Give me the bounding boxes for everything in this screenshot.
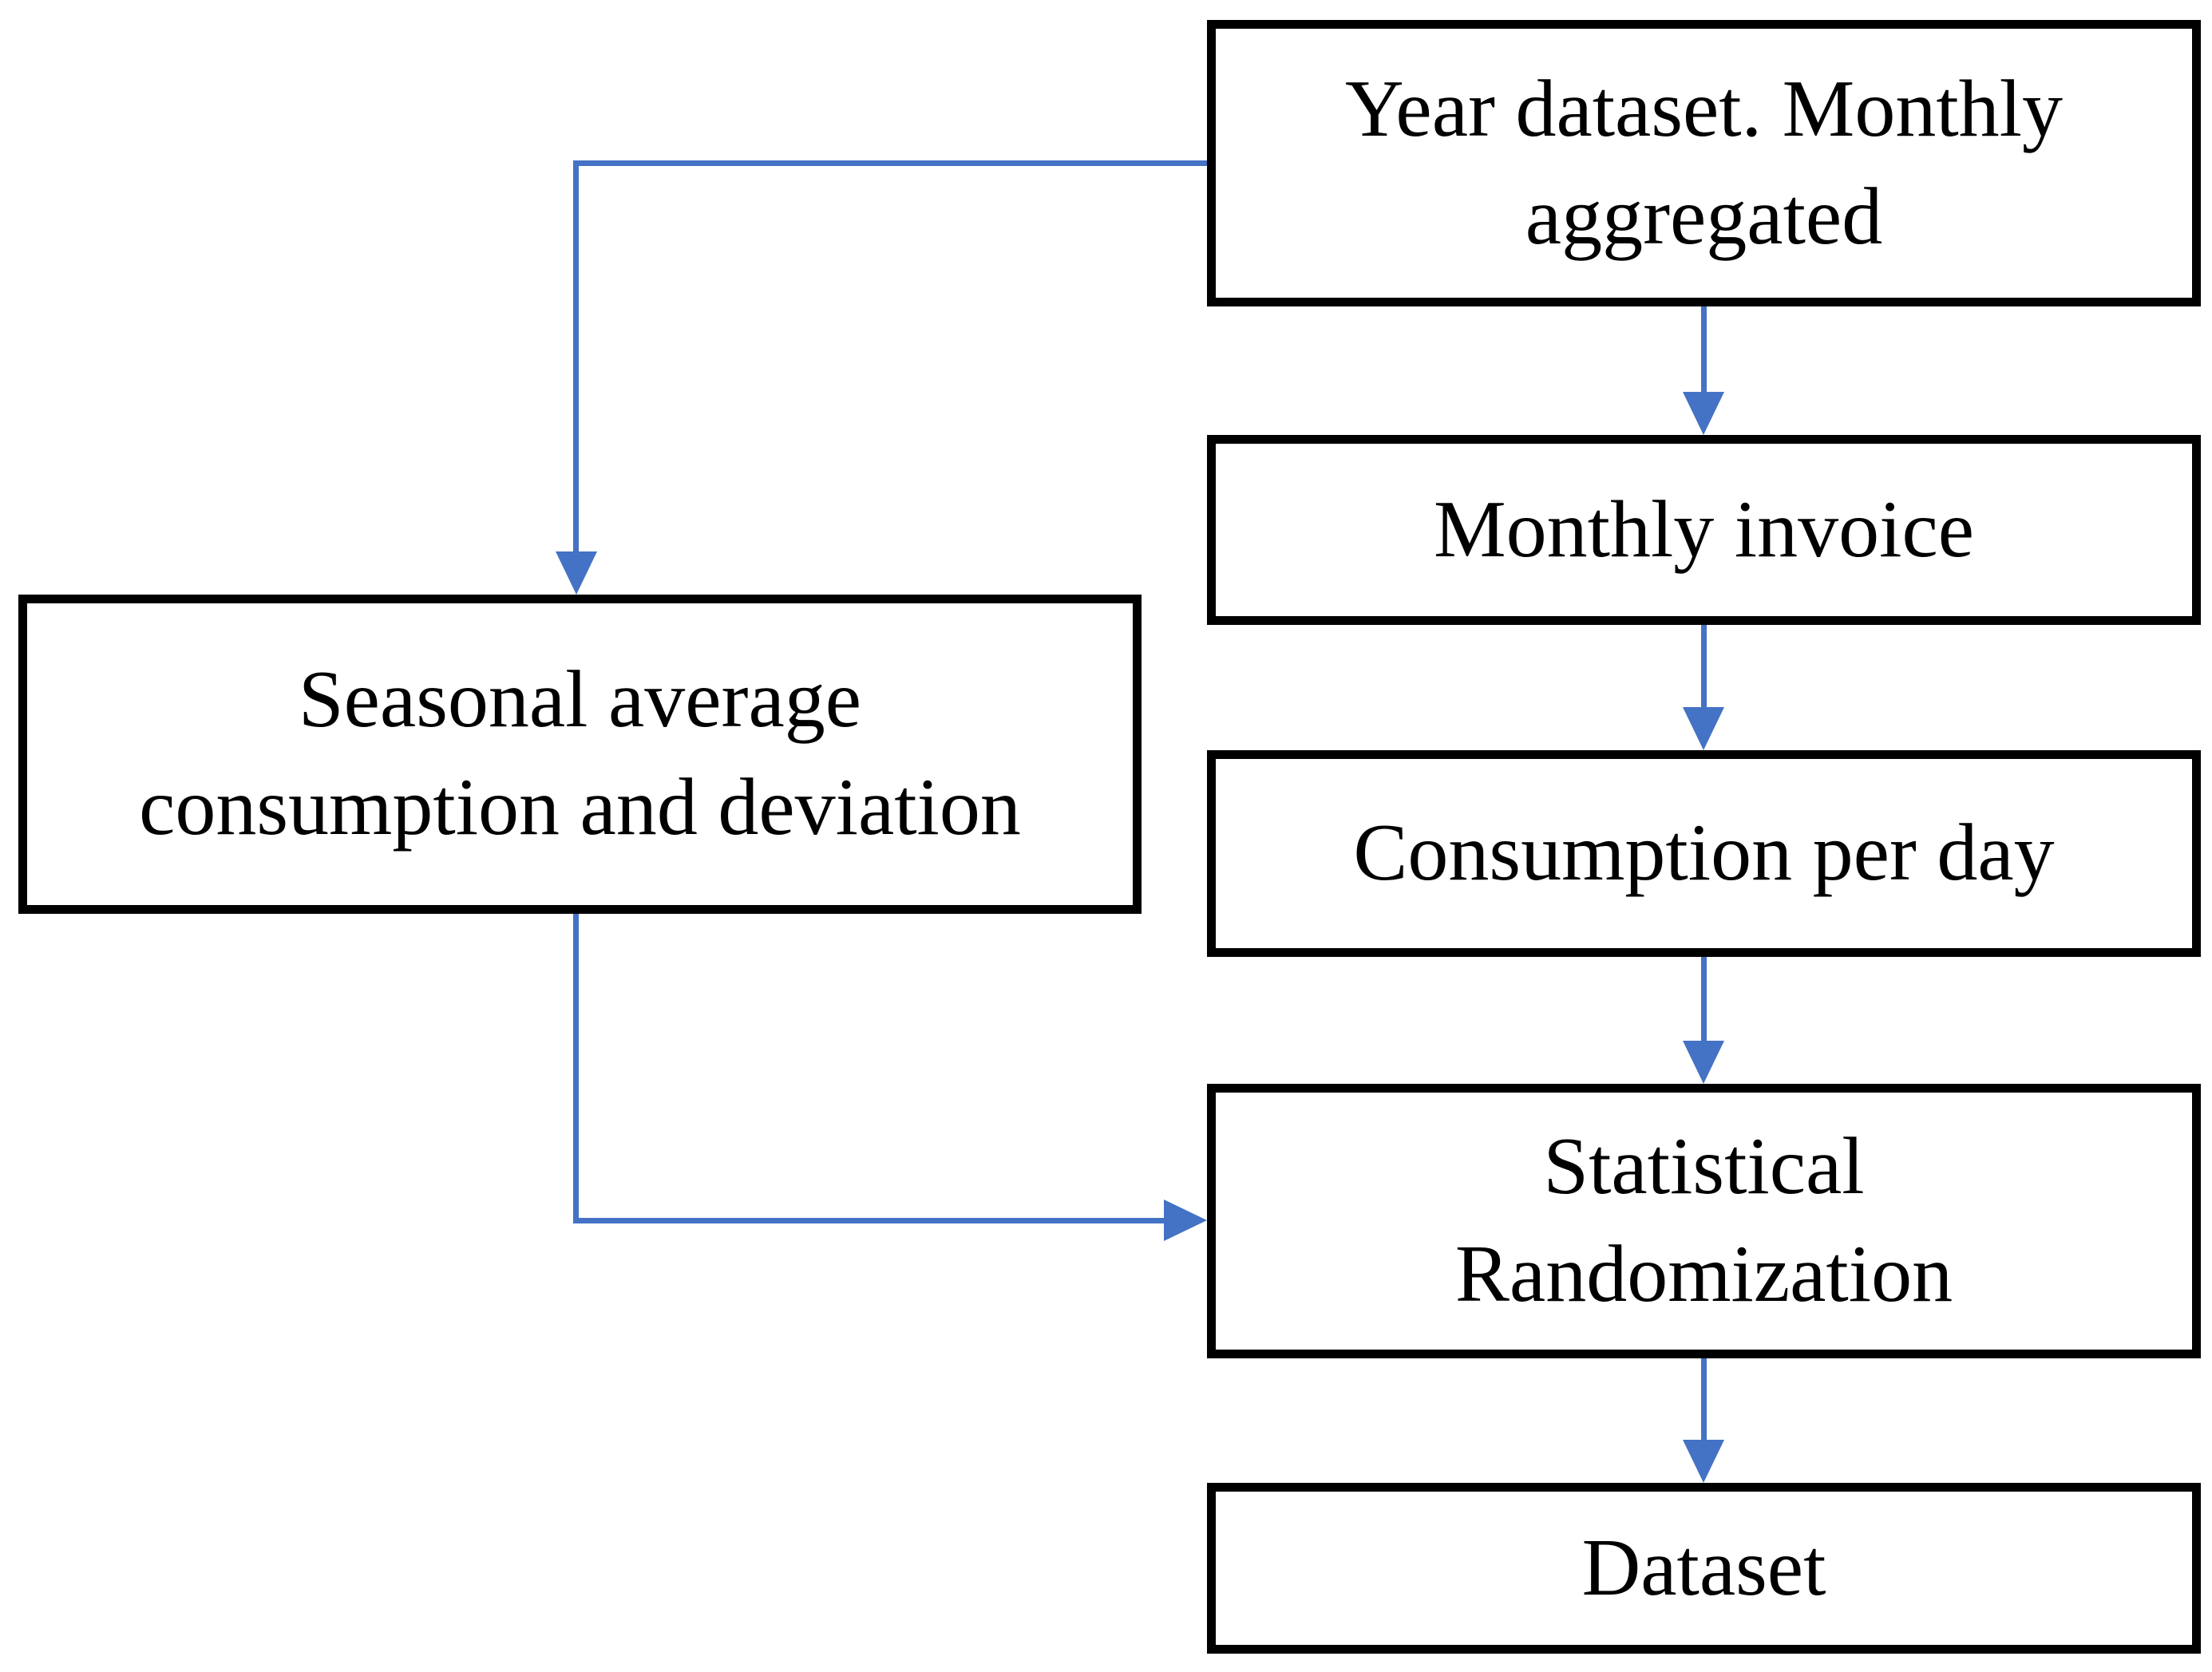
- arrowhead-down-icon: [1683, 1041, 1724, 1084]
- node-year-dataset-label: Year dataset. Monthly aggregated: [1344, 63, 2064, 262]
- arrowhead-down-icon: [1683, 392, 1724, 435]
- node-monthly-invoice: Monthly invoice: [1207, 435, 2201, 625]
- edge-year-dataset-to-monthly-invoice-line: [1701, 306, 1707, 392]
- edge-consumption-per-day-to-statistical-randomization-line: [1701, 957, 1707, 1041]
- node-seasonal-average-label: Seasonal average consumption and deviati…: [139, 654, 1021, 852]
- edge-seasonal-average-to-statistical-randomization-line: [573, 914, 579, 1223]
- node-statistical-randomization: Statistical Randomization: [1207, 1084, 2201, 1358]
- edge-monthly-invoice-to-consumption-per-day-line: [1701, 625, 1707, 707]
- edge-statistical-randomization-to-dataset-line: [1701, 1358, 1707, 1440]
- arrowhead-right-icon: [1164, 1200, 1207, 1241]
- arrowhead-down-icon: [1683, 707, 1724, 750]
- edge-year-dataset-to-seasonal-average-line: [573, 160, 1208, 166]
- node-statistical-randomization-label: Statistical Randomization: [1454, 1121, 1953, 1319]
- node-year-dataset: Year dataset. Monthly aggregated: [1207, 20, 2201, 306]
- node-consumption-per-day: Consumption per day: [1207, 750, 2201, 957]
- edge-seasonal-average-to-statistical-randomization-line: [573, 1218, 1165, 1223]
- arrowhead-down-icon: [556, 551, 597, 595]
- node-seasonal-average: Seasonal average consumption and deviati…: [18, 595, 1142, 914]
- node-dataset: Dataset: [1207, 1483, 2201, 1654]
- arrowhead-down-icon: [1683, 1440, 1724, 1483]
- node-dataset-label: Dataset: [1581, 1522, 1826, 1613]
- edge-year-dataset-to-seasonal-average-line: [573, 160, 579, 551]
- node-consumption-per-day-label: Consumption per day: [1353, 808, 2055, 899]
- node-monthly-invoice-label: Monthly invoice: [1433, 484, 1975, 575]
